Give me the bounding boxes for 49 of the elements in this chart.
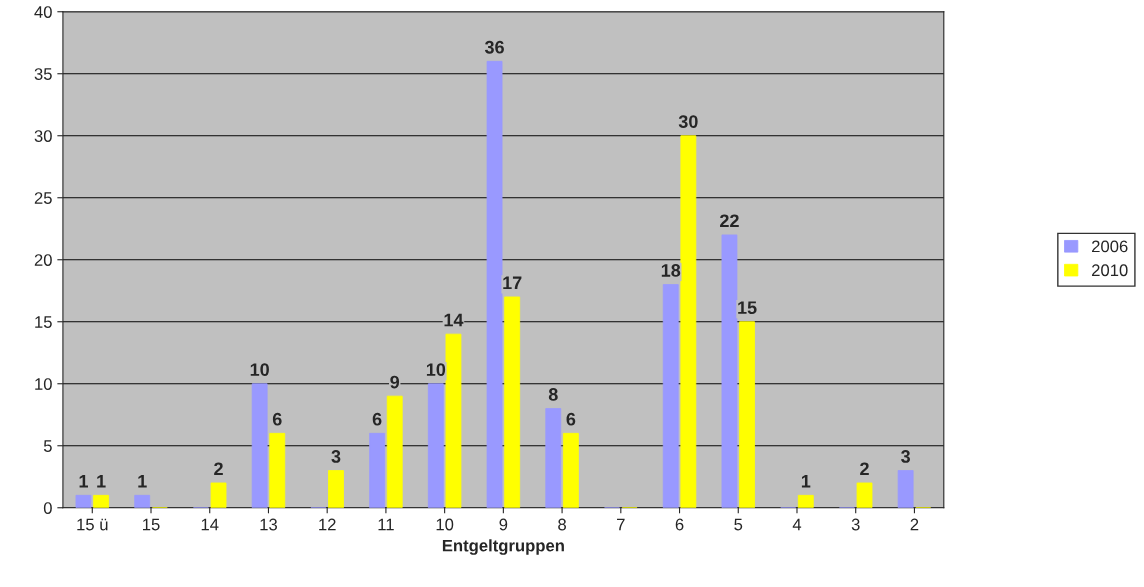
- data-label: 2: [860, 462, 869, 476]
- data-label: 1: [79, 475, 88, 488]
- x-tick-label: 11: [378, 518, 394, 531]
- x-tick-label: 8: [558, 518, 566, 531]
- data-label: 1: [801, 475, 811, 488]
- data-label: 15: [738, 301, 757, 315]
- y-tick-label: 40: [34, 6, 52, 18]
- y-tick-label: 10: [35, 378, 52, 390]
- data-label: 3: [331, 450, 341, 463]
- y-tick-label: 30: [34, 130, 52, 142]
- data-label: 1: [138, 475, 147, 488]
- legend-label: 2006: [1092, 240, 1128, 253]
- x-tick-label: 15: [143, 518, 160, 531]
- data-label: 6: [372, 412, 382, 426]
- x-tick-label: 15 ü: [77, 518, 108, 531]
- data-label: 6: [566, 412, 576, 426]
- x-tick-label: 6: [675, 518, 684, 531]
- y-tick-label: 25: [34, 192, 52, 204]
- data-label: 10: [250, 363, 269, 377]
- x-tick-label: 3: [851, 518, 860, 531]
- data-label: 10: [426, 363, 446, 377]
- x-tick-label: 4: [792, 518, 802, 531]
- x-tick-label: 2: [910, 518, 919, 531]
- x-tick-label: 9: [499, 518, 508, 531]
- x-tick-label: 5: [734, 518, 743, 531]
- x-tick-label: 7: [617, 518, 625, 531]
- x-axis-title: Entgeltgruppen: [442, 539, 564, 555]
- data-label: 18: [661, 264, 681, 277]
- x-tick-label: 10: [436, 518, 454, 531]
- data-label: 36: [484, 40, 504, 54]
- legend-label: 2010: [1092, 264, 1128, 277]
- data-label: 2: [214, 462, 223, 476]
- data-label: 17: [503, 276, 522, 290]
- data-label: 9: [390, 375, 400, 389]
- y-tick-label: 0: [43, 502, 52, 514]
- y-tick-label: 5: [43, 440, 52, 452]
- data-label: 6: [272, 412, 282, 426]
- x-tick-label: 14: [201, 518, 219, 531]
- x-tick-label: 13: [260, 518, 277, 531]
- y-tick-label: 15: [35, 316, 52, 328]
- y-tick-label: 35: [34, 68, 52, 80]
- data-label: 30: [678, 115, 698, 129]
- data-label: 3: [901, 450, 910, 463]
- data-label: 1: [97, 475, 106, 488]
- data-label: 22: [720, 214, 739, 228]
- x-tick-label: 12: [319, 518, 336, 531]
- data-label: 14: [444, 313, 464, 327]
- y-tick-label: 20: [34, 254, 52, 266]
- data-label: 8: [548, 388, 558, 401]
